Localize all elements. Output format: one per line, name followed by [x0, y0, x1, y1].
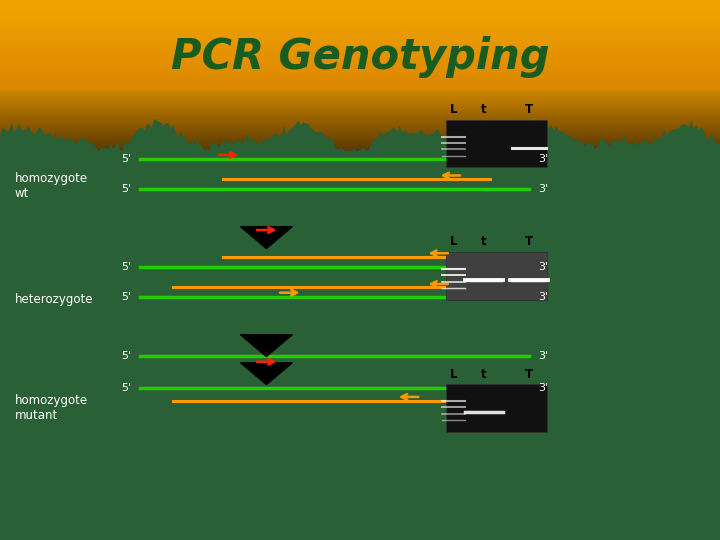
Text: 5': 5'	[121, 292, 131, 302]
Text: 5': 5'	[121, 184, 131, 194]
Text: 3': 3'	[539, 383, 549, 393]
Text: 5': 5'	[121, 262, 131, 272]
Text: t: t	[481, 368, 487, 381]
Text: L: L	[450, 103, 457, 116]
Text: T: T	[525, 368, 534, 381]
Text: 5': 5'	[121, 154, 131, 164]
Text: 3': 3'	[539, 292, 549, 302]
Text: t: t	[481, 103, 487, 116]
Text: homozygote
wt: homozygote wt	[14, 172, 88, 200]
Polygon shape	[240, 227, 292, 248]
Text: 3': 3'	[539, 352, 549, 361]
Text: 5': 5'	[121, 352, 131, 361]
Text: homozygote
mutant: homozygote mutant	[14, 394, 88, 422]
Text: 3': 3'	[539, 262, 549, 272]
Text: PCR Genotyping: PCR Genotyping	[171, 36, 549, 78]
Text: heterozygote: heterozygote	[14, 293, 93, 306]
Text: L: L	[450, 235, 457, 248]
Polygon shape	[240, 363, 292, 384]
Text: T: T	[525, 103, 534, 116]
Bar	[446, 252, 547, 300]
Text: T: T	[525, 235, 534, 248]
Text: 5': 5'	[121, 383, 131, 393]
Text: 3': 3'	[539, 154, 549, 164]
Text: L: L	[450, 368, 457, 381]
Polygon shape	[240, 335, 292, 356]
Polygon shape	[0, 119, 720, 540]
Text: 3': 3'	[539, 184, 549, 194]
Bar	[446, 120, 547, 167]
Bar	[446, 252, 547, 300]
Bar	[446, 384, 547, 432]
Text: t: t	[481, 235, 487, 248]
